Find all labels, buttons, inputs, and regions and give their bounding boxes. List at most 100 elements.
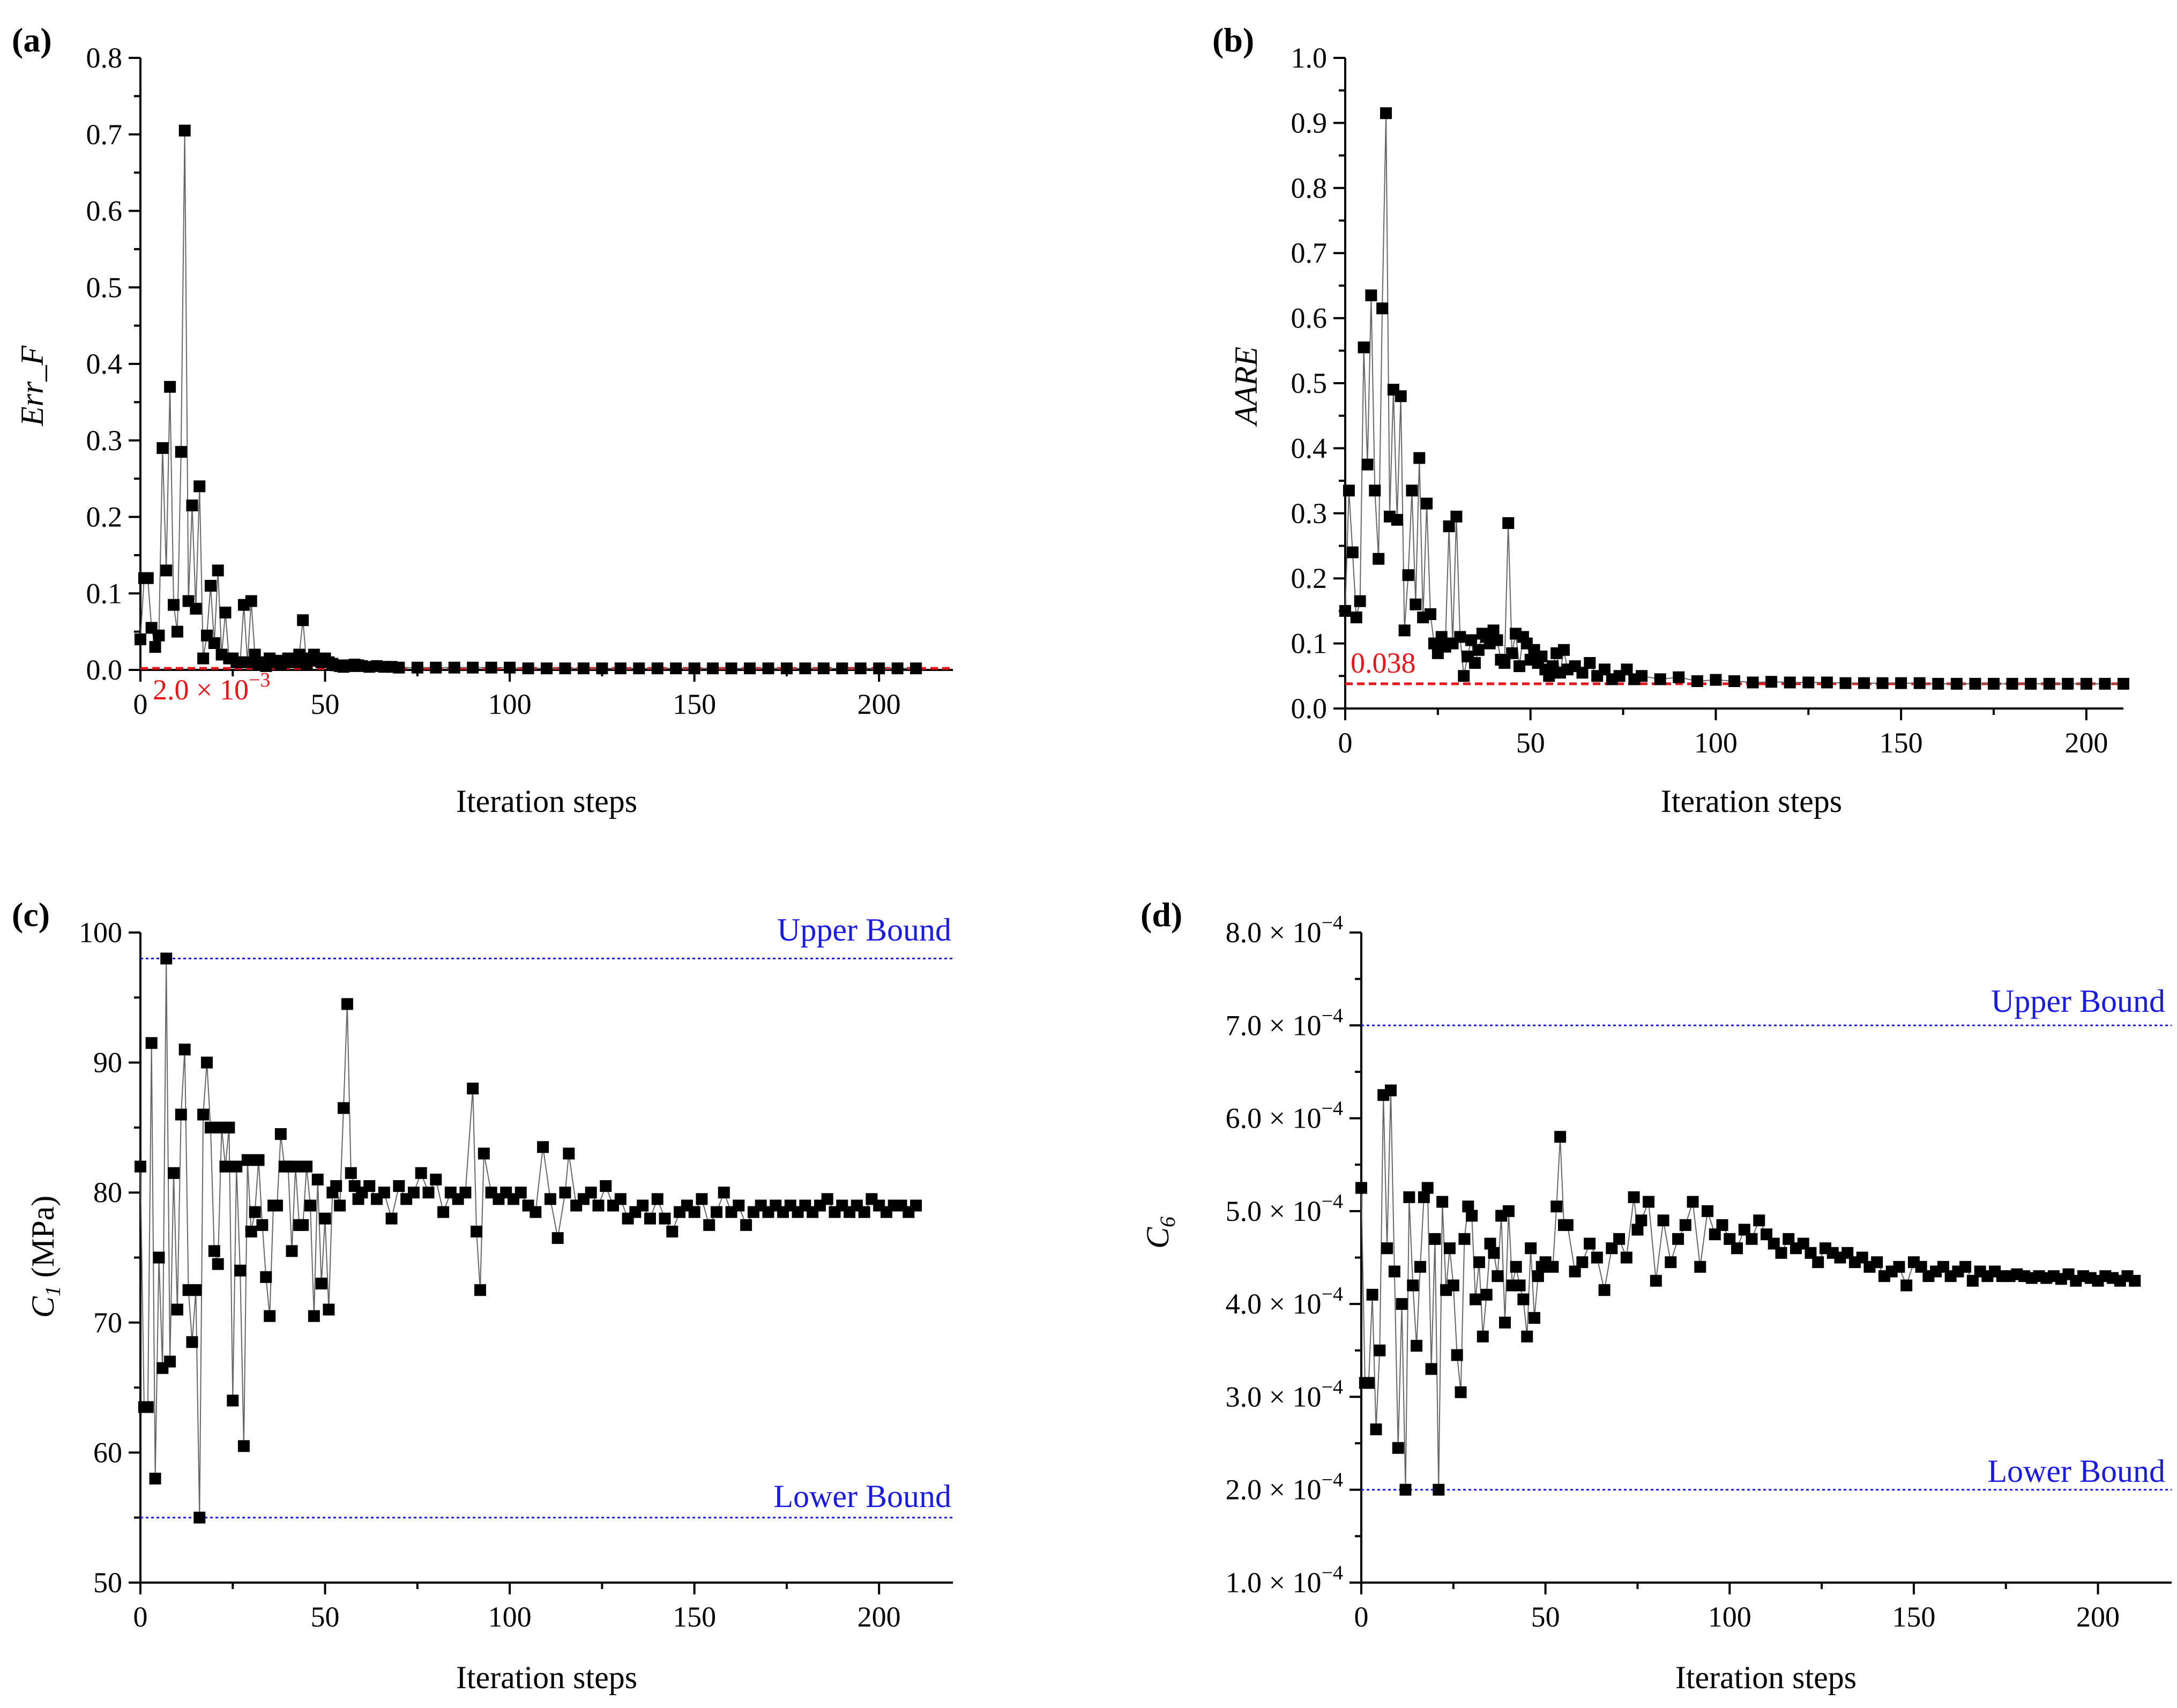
data-point [1451,1349,1463,1361]
data-point [1374,1344,1386,1356]
data-point [1506,647,1518,659]
data-point [910,662,922,675]
data-point [1391,513,1403,526]
data-point [1392,1442,1404,1454]
data-point [1492,1270,1504,1282]
data-point [614,662,627,675]
y-tick-label: 0.4 [86,348,123,380]
data-point [474,1284,486,1296]
data-point [2080,677,2092,690]
data-point [1499,1316,1511,1329]
y-tick-label: 0.3 [86,424,123,457]
data-point [1458,1233,1471,1245]
data-point [415,1167,427,1179]
data-point [1418,1191,1430,1203]
data-point [411,661,423,674]
data-point [1876,677,1889,689]
data-point [197,652,210,665]
data-point [1354,595,1366,607]
y-tick-label: 0.0 [86,654,123,686]
data-point [1747,676,1759,689]
data-point [1599,663,1611,676]
data-point [286,1245,298,1257]
data-point [1370,1423,1382,1436]
data-point [541,662,553,675]
reference-line-label: Lower Bound [773,1479,951,1514]
data-point [274,1128,287,1140]
data-point [1805,1247,1817,1259]
data-point [330,1180,342,1192]
data-point [297,614,309,626]
x-tick-label: 0 [1338,727,1353,759]
data-point [1358,341,1370,354]
y-tick-label: 0.6 [86,195,123,227]
data-point [1783,1233,1795,1245]
data-point [1621,663,1633,676]
y-tick-label: 0.2 [86,501,123,533]
data-point [1913,677,1926,689]
data-point [448,661,460,674]
reference-line-label: 0.038 [1351,647,1416,679]
panel-label-b: (b) [1212,21,1254,59]
data-point [563,1147,575,1160]
y-tick-label: 0.7 [1291,237,1328,269]
y-tick-label: 0.7 [86,118,123,151]
data-point [1687,1196,1699,1208]
data-point [1969,677,1981,690]
data-point [1841,1247,1854,1259]
data-point [201,1056,213,1069]
data-point [670,662,682,675]
data-point [537,1141,549,1153]
x-axis-title-a: Iteration steps [456,784,637,819]
data-point [1710,674,1722,686]
data-point [688,662,700,675]
data-point [515,1187,527,1199]
data-point [585,1187,597,1199]
y-tick-label: 0.1 [86,577,123,609]
plot-area-b: 0 50 100 150 200 0.0 0.1 0.2 0.3 0.4 0.5 0.6 0.7 0.8 0… [1291,42,2129,759]
x-tick-label: 50 [1531,1601,1560,1633]
data-point [1802,676,1815,689]
data-point [1812,1256,1824,1269]
data-point [2099,677,2111,690]
data-point [252,1154,265,1166]
data-point [1403,1191,1415,1203]
data-point [1613,1233,1626,1245]
data-point [651,662,663,675]
reference-line-label: Lower Bound [1987,1453,2165,1489]
data-point [1657,1214,1669,1227]
data-point [363,1180,376,1192]
data-point [1472,644,1485,656]
data-point [1643,1196,1655,1208]
data-point [1414,1261,1426,1273]
data-point [1443,1242,1456,1255]
data-point [164,381,176,393]
data-point [485,661,497,674]
y-tick-label: 80 [93,1176,122,1209]
data-point [1561,1219,1574,1231]
data-point [271,1199,283,1212]
data-point [430,1173,442,1185]
data-point [1554,1131,1567,1143]
data-point [219,1160,232,1173]
data-point [1584,657,1596,669]
x-tick-label: 50 [311,688,340,720]
data-point [168,1167,180,1179]
data-point [212,564,224,577]
data-point [422,1187,435,1199]
data-point [544,1193,556,1205]
panel-label-a: (a) [12,21,52,59]
data-point [227,1394,239,1407]
data-point [891,662,904,675]
y-tick-label: 6.0 × 10−4 [1226,1098,1343,1135]
data-point [1376,302,1389,315]
data-point [1628,1191,1640,1203]
data-point [1399,1483,1412,1496]
data-point [1410,598,1422,610]
data-point [530,1206,542,1218]
data-point [345,1167,357,1179]
data-point [393,1180,405,1192]
data-point [467,661,479,674]
data-point [156,442,169,454]
y-tick-label: 5.0 × 10−4 [1226,1190,1343,1227]
